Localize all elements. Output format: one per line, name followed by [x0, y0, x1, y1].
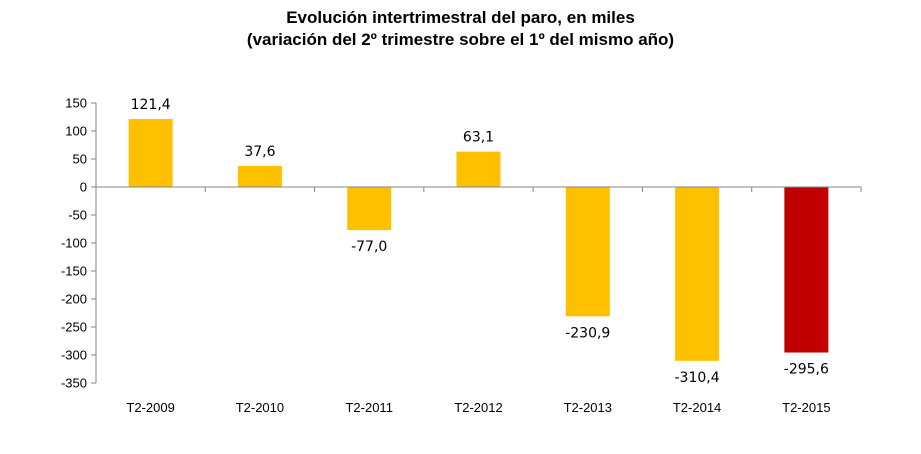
bar — [128, 119, 173, 187]
y-tick-label: 100 — [65, 124, 87, 139]
y-tick-label: 50 — [73, 152, 87, 167]
chart-title: Evolución intertrimestral del paro, en m… — [286, 8, 635, 27]
bar — [347, 187, 392, 231]
y-tick-label: -50 — [68, 208, 87, 223]
chart-subtitle: (variación del 2º trimestre sobre el 1º … — [246, 30, 675, 49]
x-tick-label: T2-2012 — [454, 400, 502, 415]
data-label: -295,6 — [784, 362, 829, 378]
x-tick-label: T2-2014 — [673, 400, 721, 415]
x-tick-label: T2-2015 — [782, 400, 830, 415]
data-label: -310,4 — [675, 370, 720, 386]
y-tick-label: -150 — [61, 264, 87, 279]
x-tick-label: T2-2011 — [345, 400, 392, 415]
y-tick-label: 0 — [80, 180, 87, 195]
x-tick-label: T2-2013 — [564, 400, 612, 415]
y-tick-label: -250 — [61, 320, 87, 335]
y-tick-label: -100 — [61, 236, 87, 251]
y-tick-label: 150 — [65, 96, 87, 111]
y-tick-label: -200 — [61, 292, 87, 307]
data-label: -77,0 — [351, 239, 387, 255]
x-tick-label: T2-2010 — [236, 400, 284, 415]
data-label: 63,1 — [463, 130, 494, 146]
data-label: 121,4 — [131, 97, 171, 113]
data-label: -230,9 — [565, 325, 610, 341]
bar — [675, 187, 720, 361]
bar — [237, 165, 282, 187]
bar — [456, 151, 501, 187]
y-tick-label: -350 — [61, 376, 87, 391]
data-label: 37,6 — [244, 144, 275, 160]
y-tick-label: -300 — [61, 348, 87, 363]
bar — [784, 187, 829, 353]
x-tick-label: T2-2009 — [126, 400, 174, 415]
bar — [565, 187, 610, 317]
